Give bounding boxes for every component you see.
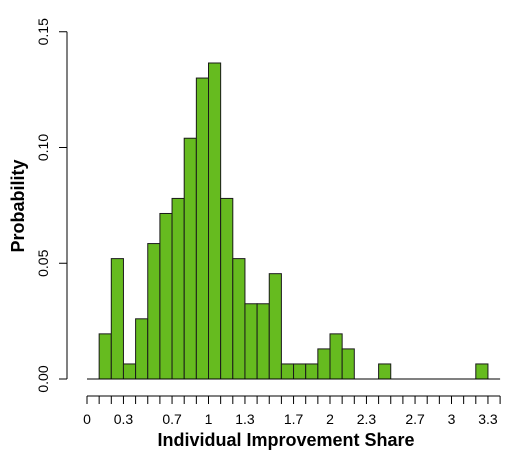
histogram-bar: [256, 303, 270, 380]
x-tick-label: 1.7: [284, 411, 304, 427]
histogram-bar: [208, 62, 222, 380]
histogram-bar: [98, 333, 112, 380]
histogram-bar: [159, 212, 173, 380]
x-tick-label: 2: [326, 411, 334, 427]
histogram-bar: [341, 348, 355, 380]
x-axis: 0 0.3 0.7 1 1.3 1.7 2 2.3 2.7 3 3.3: [83, 395, 501, 427]
y-tick-label: 0.00: [35, 365, 51, 392]
histogram-bar: [378, 363, 392, 380]
histogram-bar: [317, 348, 331, 380]
histogram-bar: [195, 77, 210, 380]
x-tick-label: 3.3: [478, 411, 498, 427]
y-tick-label: 0.05: [35, 249, 51, 276]
x-axis-title: Individual Improvement Share: [157, 430, 414, 450]
histogram-bar: [329, 333, 343, 380]
x-tick-label: 2.3: [357, 411, 377, 427]
y-tick-label: 0.15: [35, 18, 51, 45]
histogram-bar: [183, 137, 197, 380]
x-tick-label: 0.3: [114, 411, 134, 427]
histogram-bar: [110, 258, 124, 380]
y-axis-title: Probability: [8, 159, 28, 252]
histogram-bar: [147, 243, 161, 380]
x-tick-label: 3: [448, 411, 456, 427]
x-tick-label: 1: [205, 411, 213, 427]
histogram-bar: [220, 197, 234, 380]
x-tick-label: 0.7: [162, 411, 182, 427]
y-axis: 0.00 0.05 0.10 0.15: [35, 18, 68, 393]
histogram-bar: [268, 273, 282, 380]
histogram-bar: [305, 363, 319, 380]
histogram-bar: [122, 363, 137, 380]
x-tick-label: 1.3: [235, 411, 255, 427]
histogram-bar: [171, 197, 185, 380]
histogram-bar: [280, 363, 295, 380]
x-tick-label: 0: [83, 411, 91, 427]
histogram-bar: [232, 258, 246, 380]
bars-layer: [98, 62, 489, 380]
histogram-bar: [475, 363, 489, 380]
histogram-bar: [293, 363, 307, 380]
histogram-bar: [244, 303, 258, 380]
histogram-bar: [135, 318, 149, 380]
y-tick-label: 0.10: [35, 134, 51, 161]
x-tick-label: 2.7: [405, 411, 425, 427]
